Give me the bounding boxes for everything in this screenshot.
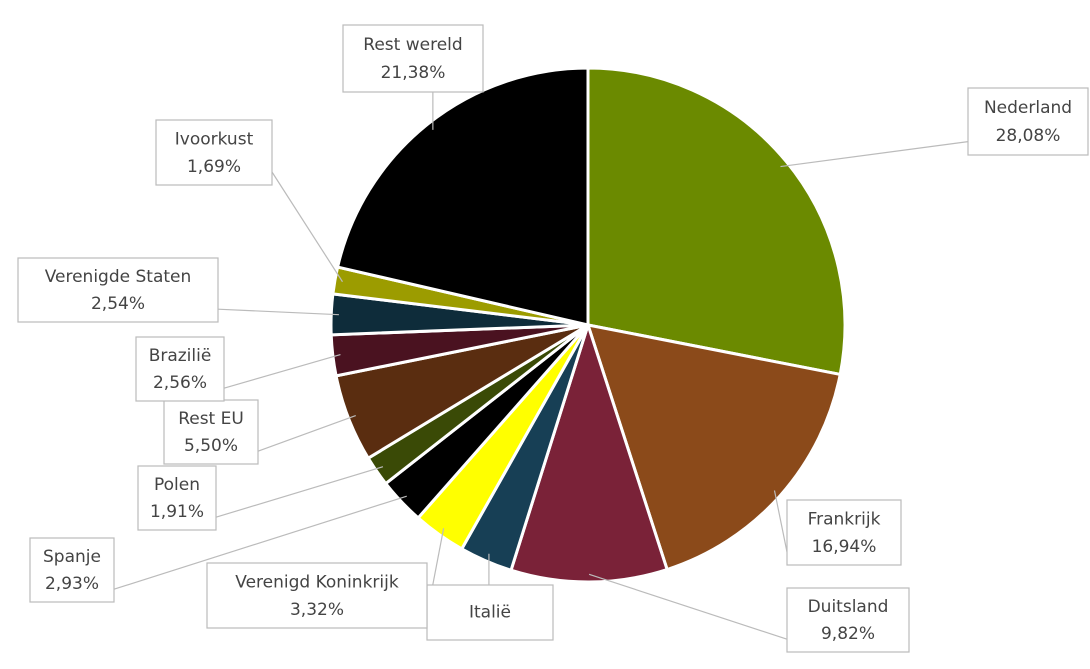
value-label: 21,38% <box>381 63 446 83</box>
data-label: Verenigde Staten 2,54% <box>17 257 219 323</box>
value-label: 9,82% <box>821 624 875 644</box>
data-label: Duitsland 9,82% <box>786 587 910 653</box>
label-box <box>206 562 428 629</box>
data-label: Rest wereld 21,38% <box>342 24 484 93</box>
data-label: Polen 1,91% <box>137 465 217 531</box>
value-label: 2,56% <box>153 373 207 393</box>
category-label: Verenigde Staten <box>45 267 192 287</box>
label-box <box>786 499 902 566</box>
label-box <box>17 257 219 323</box>
label-box <box>29 537 115 603</box>
data-label: Nederland 28,08% <box>967 87 1089 156</box>
category-label: Italië <box>469 603 511 623</box>
leader-line <box>257 415 356 452</box>
value-label: 16,94% <box>812 537 877 557</box>
leader-line <box>217 308 339 316</box>
leader-line <box>271 171 343 283</box>
label-box <box>155 119 273 186</box>
data-label: Spanje 2,93% <box>29 537 115 603</box>
pie-slice <box>335 66 590 327</box>
data-label: Italië <box>426 584 554 641</box>
data-label: Rest EU 5,50% <box>163 399 259 465</box>
category-label: Ivoorkust <box>175 130 254 150</box>
category-label: Duitsland <box>808 597 889 617</box>
category-label: Frankrijk <box>808 510 881 530</box>
category-label: Nederland <box>984 98 1072 118</box>
leader-line <box>223 353 341 389</box>
data-label: Frankrijk 16,94% <box>786 499 902 566</box>
value-label: 3,32% <box>290 600 344 620</box>
value-label: 1,91% <box>150 502 204 522</box>
value-label: 2,93% <box>45 574 99 594</box>
leader-line <box>215 466 384 518</box>
label-box <box>786 587 910 653</box>
category-label: Brazilië <box>149 346 212 366</box>
value-label: 5,50% <box>184 436 238 456</box>
pie-slice <box>509 320 669 584</box>
pie-slice <box>586 66 847 377</box>
category-label: Rest EU <box>178 409 244 429</box>
leader-line <box>588 573 788 640</box>
data-label: Verenigd Koninkrijk 3,32% <box>206 562 428 629</box>
label-box <box>137 465 217 531</box>
data-label: Ivoorkust 1,69% <box>155 119 273 186</box>
label-box <box>342 24 484 93</box>
leader-line <box>113 495 407 590</box>
category-label: Verenigd Koninkrijk <box>235 573 399 593</box>
value-label: 1,69% <box>187 157 241 177</box>
label-box <box>163 399 259 465</box>
category-label: Rest wereld <box>363 35 462 55</box>
value-label: 28,08% <box>996 126 1061 146</box>
data-label: Brazilië 2,56% <box>135 336 225 402</box>
category-label: Polen <box>154 475 200 495</box>
label-box <box>426 584 554 641</box>
label-box <box>967 87 1089 156</box>
leader-line <box>773 490 788 553</box>
leader-line <box>780 141 969 168</box>
label-box <box>135 336 225 402</box>
category-label: Spanje <box>43 547 101 567</box>
pie-slice <box>585 323 842 572</box>
value-label: 2,54% <box>91 294 145 314</box>
